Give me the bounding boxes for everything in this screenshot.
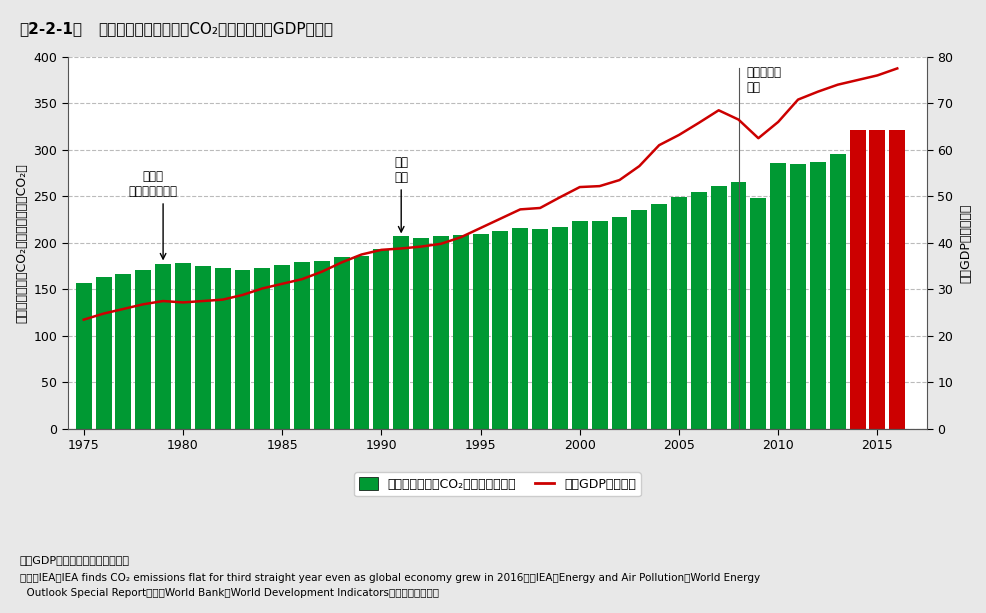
Bar [333,257,349,429]
Bar [135,270,151,429]
Bar [710,186,726,429]
Bar [115,273,131,429]
Bar [274,265,290,429]
Bar [194,266,210,429]
Bar [611,217,627,429]
Bar [392,237,409,429]
Bar [433,237,449,429]
Bar [96,277,111,429]
Bar [730,183,745,429]
Bar [810,162,825,429]
Text: 注：GDPは市場為替レートの値。: 注：GDPは市場為替レートの値。 [20,555,129,565]
Y-axis label: エネルギー起源CO₂排出鈇（億トンCO₂）: エネルギー起源CO₂排出鈇（億トンCO₂） [15,163,28,323]
Bar [849,131,865,429]
Bar [472,234,488,429]
Bar [769,163,786,429]
Bar [492,230,508,429]
Bar [76,283,92,429]
Bar [373,249,388,429]
Legend: エネルギー起源CO₂排出鈇（左軸）, 実質GDP（右軸）: エネルギー起源CO₂排出鈇（左軸）, 実質GDP（右軸） [354,473,640,496]
Bar [888,131,904,429]
Text: 世界経済の
低过: 世界経済の 低过 [745,66,781,94]
Bar [551,227,567,429]
Bar [749,198,765,429]
Bar [294,262,310,429]
Bar [235,270,250,429]
Bar [790,164,806,429]
Bar [314,261,329,429]
Bar [571,221,587,429]
Bar [531,229,547,429]
Bar [512,228,528,429]
Bar [651,204,667,429]
Bar [829,154,845,429]
Bar [869,131,884,429]
Text: Outlook Special Report）』、World Bank『World Development Indicators』より環境省作成: Outlook Special Report）』、World Bank『Worl… [20,588,439,598]
Text: 第２次
オイルショック: 第２次 オイルショック [128,170,177,198]
Bar [215,268,231,429]
Bar [254,268,270,429]
Text: 図2-2-1: 図2-2-1 [20,21,83,36]
Bar [690,192,706,429]
Y-axis label: 実質GDP（兆ドル）: 実質GDP（兆ドル） [958,203,971,283]
Bar [155,264,171,429]
Text: 世界のエネルギー起源CO₂排出鈇と実質GDPの推移: 世界のエネルギー起源CO₂排出鈇と実質GDPの推移 [99,21,333,36]
Bar [353,256,369,429]
Bar [631,210,647,429]
Text: 資料：IEA『IEA finds CO₂ emissions flat for third straight year even as global econo: 資料：IEA『IEA finds CO₂ emissions flat for … [20,573,759,583]
Bar [670,197,686,429]
Bar [453,235,468,429]
Bar [591,221,607,429]
Bar [175,264,190,429]
Text: ソ連
崩壊: ソ連 崩壊 [393,156,408,185]
Bar [413,238,429,429]
